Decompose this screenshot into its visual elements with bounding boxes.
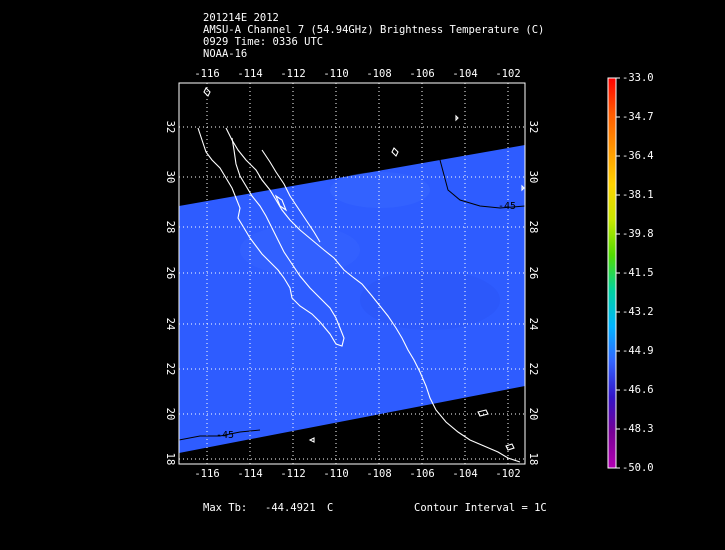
colorbar-label: -46.6 xyxy=(622,384,654,396)
contour-interval: Contour Interval = 1C xyxy=(414,502,547,514)
map-frame xyxy=(178,82,526,465)
lon-tick-bottom: -104 xyxy=(452,468,478,480)
max-tb-unit: C xyxy=(327,502,334,514)
title-product: AMSU-A Channel 7 (54.94GHz) Brightness T… xyxy=(203,24,545,36)
brightness-temperature-swath xyxy=(179,145,525,453)
colorbar-label: -41.5 xyxy=(622,267,654,279)
lon-tick-bottom: -116 xyxy=(194,468,220,480)
lon-tick-top: -110 xyxy=(323,68,349,80)
contour-line xyxy=(179,159,525,441)
lon-tick-top: -116 xyxy=(194,68,220,80)
title-date: 201214E 2012 xyxy=(203,12,279,24)
colorbar-label: -39.8 xyxy=(622,228,654,240)
contour-label: -45 xyxy=(498,201,517,212)
lon-tick-bottom: -106 xyxy=(409,468,435,480)
title-time: 0929 Time: 0336 UTC xyxy=(203,36,324,48)
swath-texture xyxy=(360,270,500,330)
lon-tick-top: -106 xyxy=(409,68,435,80)
contour-label: -45 xyxy=(216,430,235,441)
colorbar-label: -50.0 xyxy=(622,462,654,474)
lon-tick-bottom: -114 xyxy=(237,468,263,480)
colorbar-label: -36.4 xyxy=(622,150,654,162)
max-tb-label: Max Tb: xyxy=(203,502,248,514)
lon-tick-top: -102 xyxy=(495,68,521,80)
colorbar-label: -34.7 xyxy=(622,111,654,123)
max-tb-value: -44.4921 xyxy=(265,502,316,514)
colorbar-label: -43.2 xyxy=(622,306,654,318)
colorbar-label: -44.9 xyxy=(622,345,654,357)
lon-tick-top: -112 xyxy=(280,68,306,80)
colorbar-label: -48.3 xyxy=(622,423,654,435)
lon-tick-bottom: -110 xyxy=(323,468,349,480)
lon-tick-top: -114 xyxy=(237,68,263,80)
title-satellite: NOAA-16 xyxy=(203,48,248,60)
lon-tick-bottom: -108 xyxy=(366,468,392,480)
graticule xyxy=(179,83,525,464)
swath-texture xyxy=(330,172,430,208)
lon-tick-bottom: -112 xyxy=(280,468,306,480)
coastline xyxy=(197,87,525,463)
colorbar-label: -33.0 xyxy=(622,72,654,84)
lon-tick-bottom: -102 xyxy=(495,468,521,480)
colorbar-label: -38.1 xyxy=(622,189,654,201)
lon-tick-top: -108 xyxy=(366,68,392,80)
lon-tick-top: -104 xyxy=(452,68,478,80)
